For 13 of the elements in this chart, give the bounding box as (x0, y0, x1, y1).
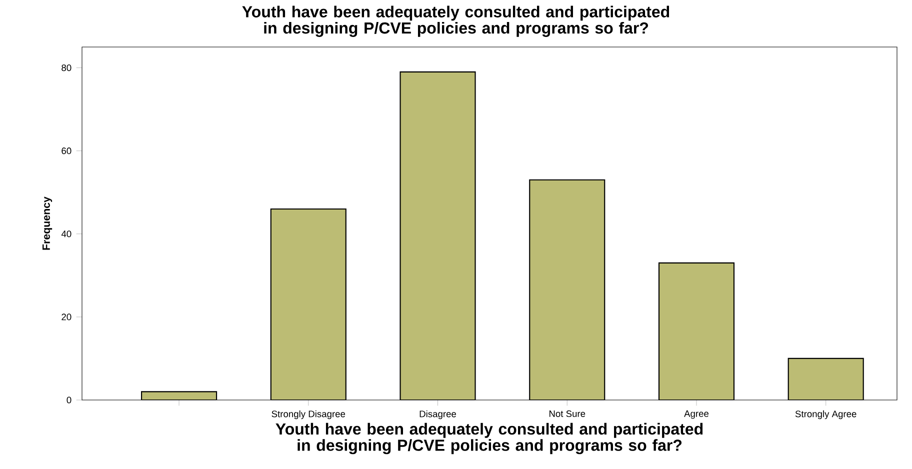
y-tick-label: 80 (62, 64, 72, 72)
y-tick-label: 40 (61, 230, 72, 238)
y-tick-label: 0 (66, 396, 72, 404)
y-tick-label: 20 (62, 314, 72, 320)
chart-title: Youth have been adequately consulted and participated in designing P/CVE policies and programs so far? (242, 6, 670, 37)
x-tick-label: Not Sure (549, 410, 586, 417)
y-axis-title: Frequency (42, 196, 52, 250)
x-tick-label: Agree (684, 410, 709, 419)
x-tick-label: Strongly Agree (795, 410, 856, 420)
y-tick-label: 60 (62, 148, 72, 154)
x-axis-title: Youth have been adequately consulted and participated in designing P/CVE policies and programs so far? (276, 422, 703, 454)
x-tick-label: Disagree (420, 410, 456, 420)
x-tick-label: Strongly Disagree (272, 410, 346, 420)
